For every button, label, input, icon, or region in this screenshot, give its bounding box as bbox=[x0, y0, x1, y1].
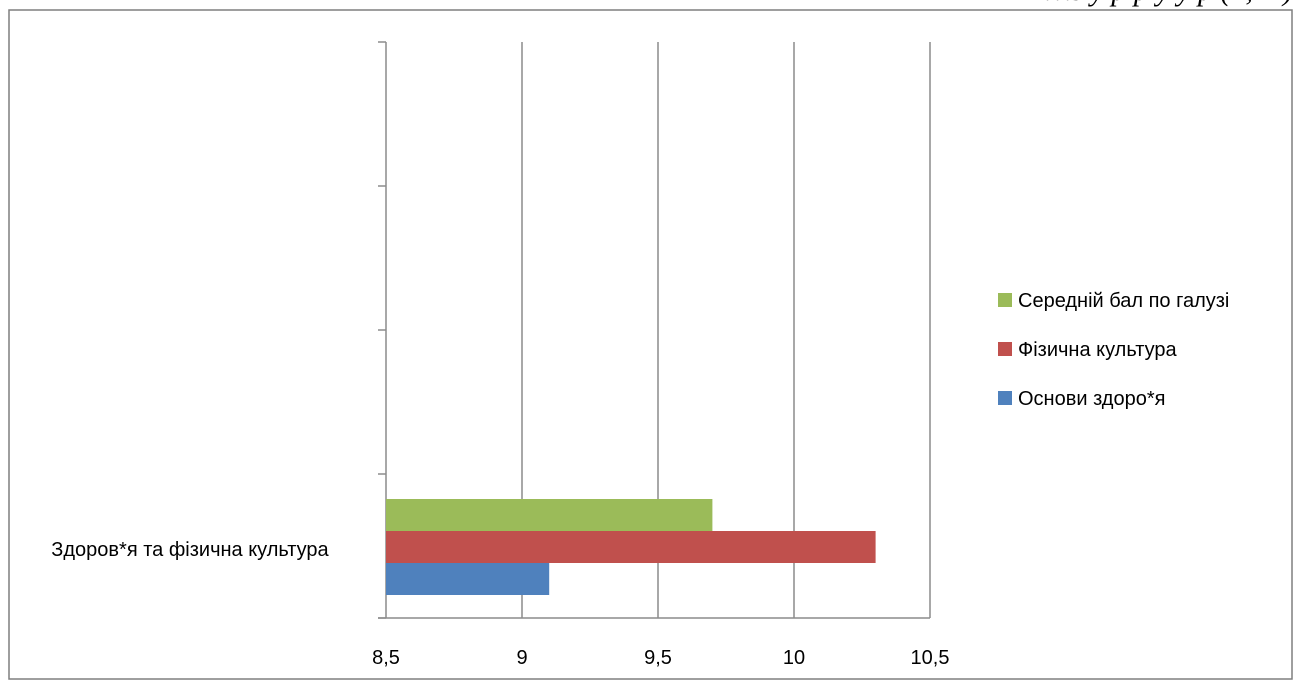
x-tick-label: 8,5 bbox=[372, 647, 400, 669]
legend: Середній бал по галузі Фізична культура Ос… bbox=[998, 290, 1229, 410]
bars bbox=[386, 499, 876, 595]
x-tick-label: 9,5 bbox=[644, 647, 672, 669]
legend-label: Основи здоро*я bbox=[1018, 388, 1165, 410]
x-tick-label: 9 bbox=[516, 647, 527, 669]
x-tick-label: 10 bbox=[783, 647, 805, 669]
legend-swatch bbox=[998, 293, 1012, 307]
bar bbox=[386, 563, 550, 595]
bar bbox=[386, 499, 713, 531]
y-category-label: Здоров*я та фізична культура bbox=[51, 539, 329, 561]
bar bbox=[386, 531, 876, 563]
chart-border bbox=[8, 9, 1293, 680]
legend-label: Середній бал по галузі bbox=[1018, 290, 1229, 312]
legend-label: Фізична культура bbox=[1018, 339, 1177, 361]
legend-swatch bbox=[998, 391, 1012, 405]
x-tick-label: 10,5 bbox=[911, 647, 950, 669]
chart-title: …з у р р у у р (1, 2 ) bbox=[0, 0, 1293, 8]
axis-labels: 8,5 9 9,5 10 10,5 Здоров*я та фізична культур… bbox=[51, 539, 949, 669]
legend-swatch bbox=[998, 342, 1012, 356]
